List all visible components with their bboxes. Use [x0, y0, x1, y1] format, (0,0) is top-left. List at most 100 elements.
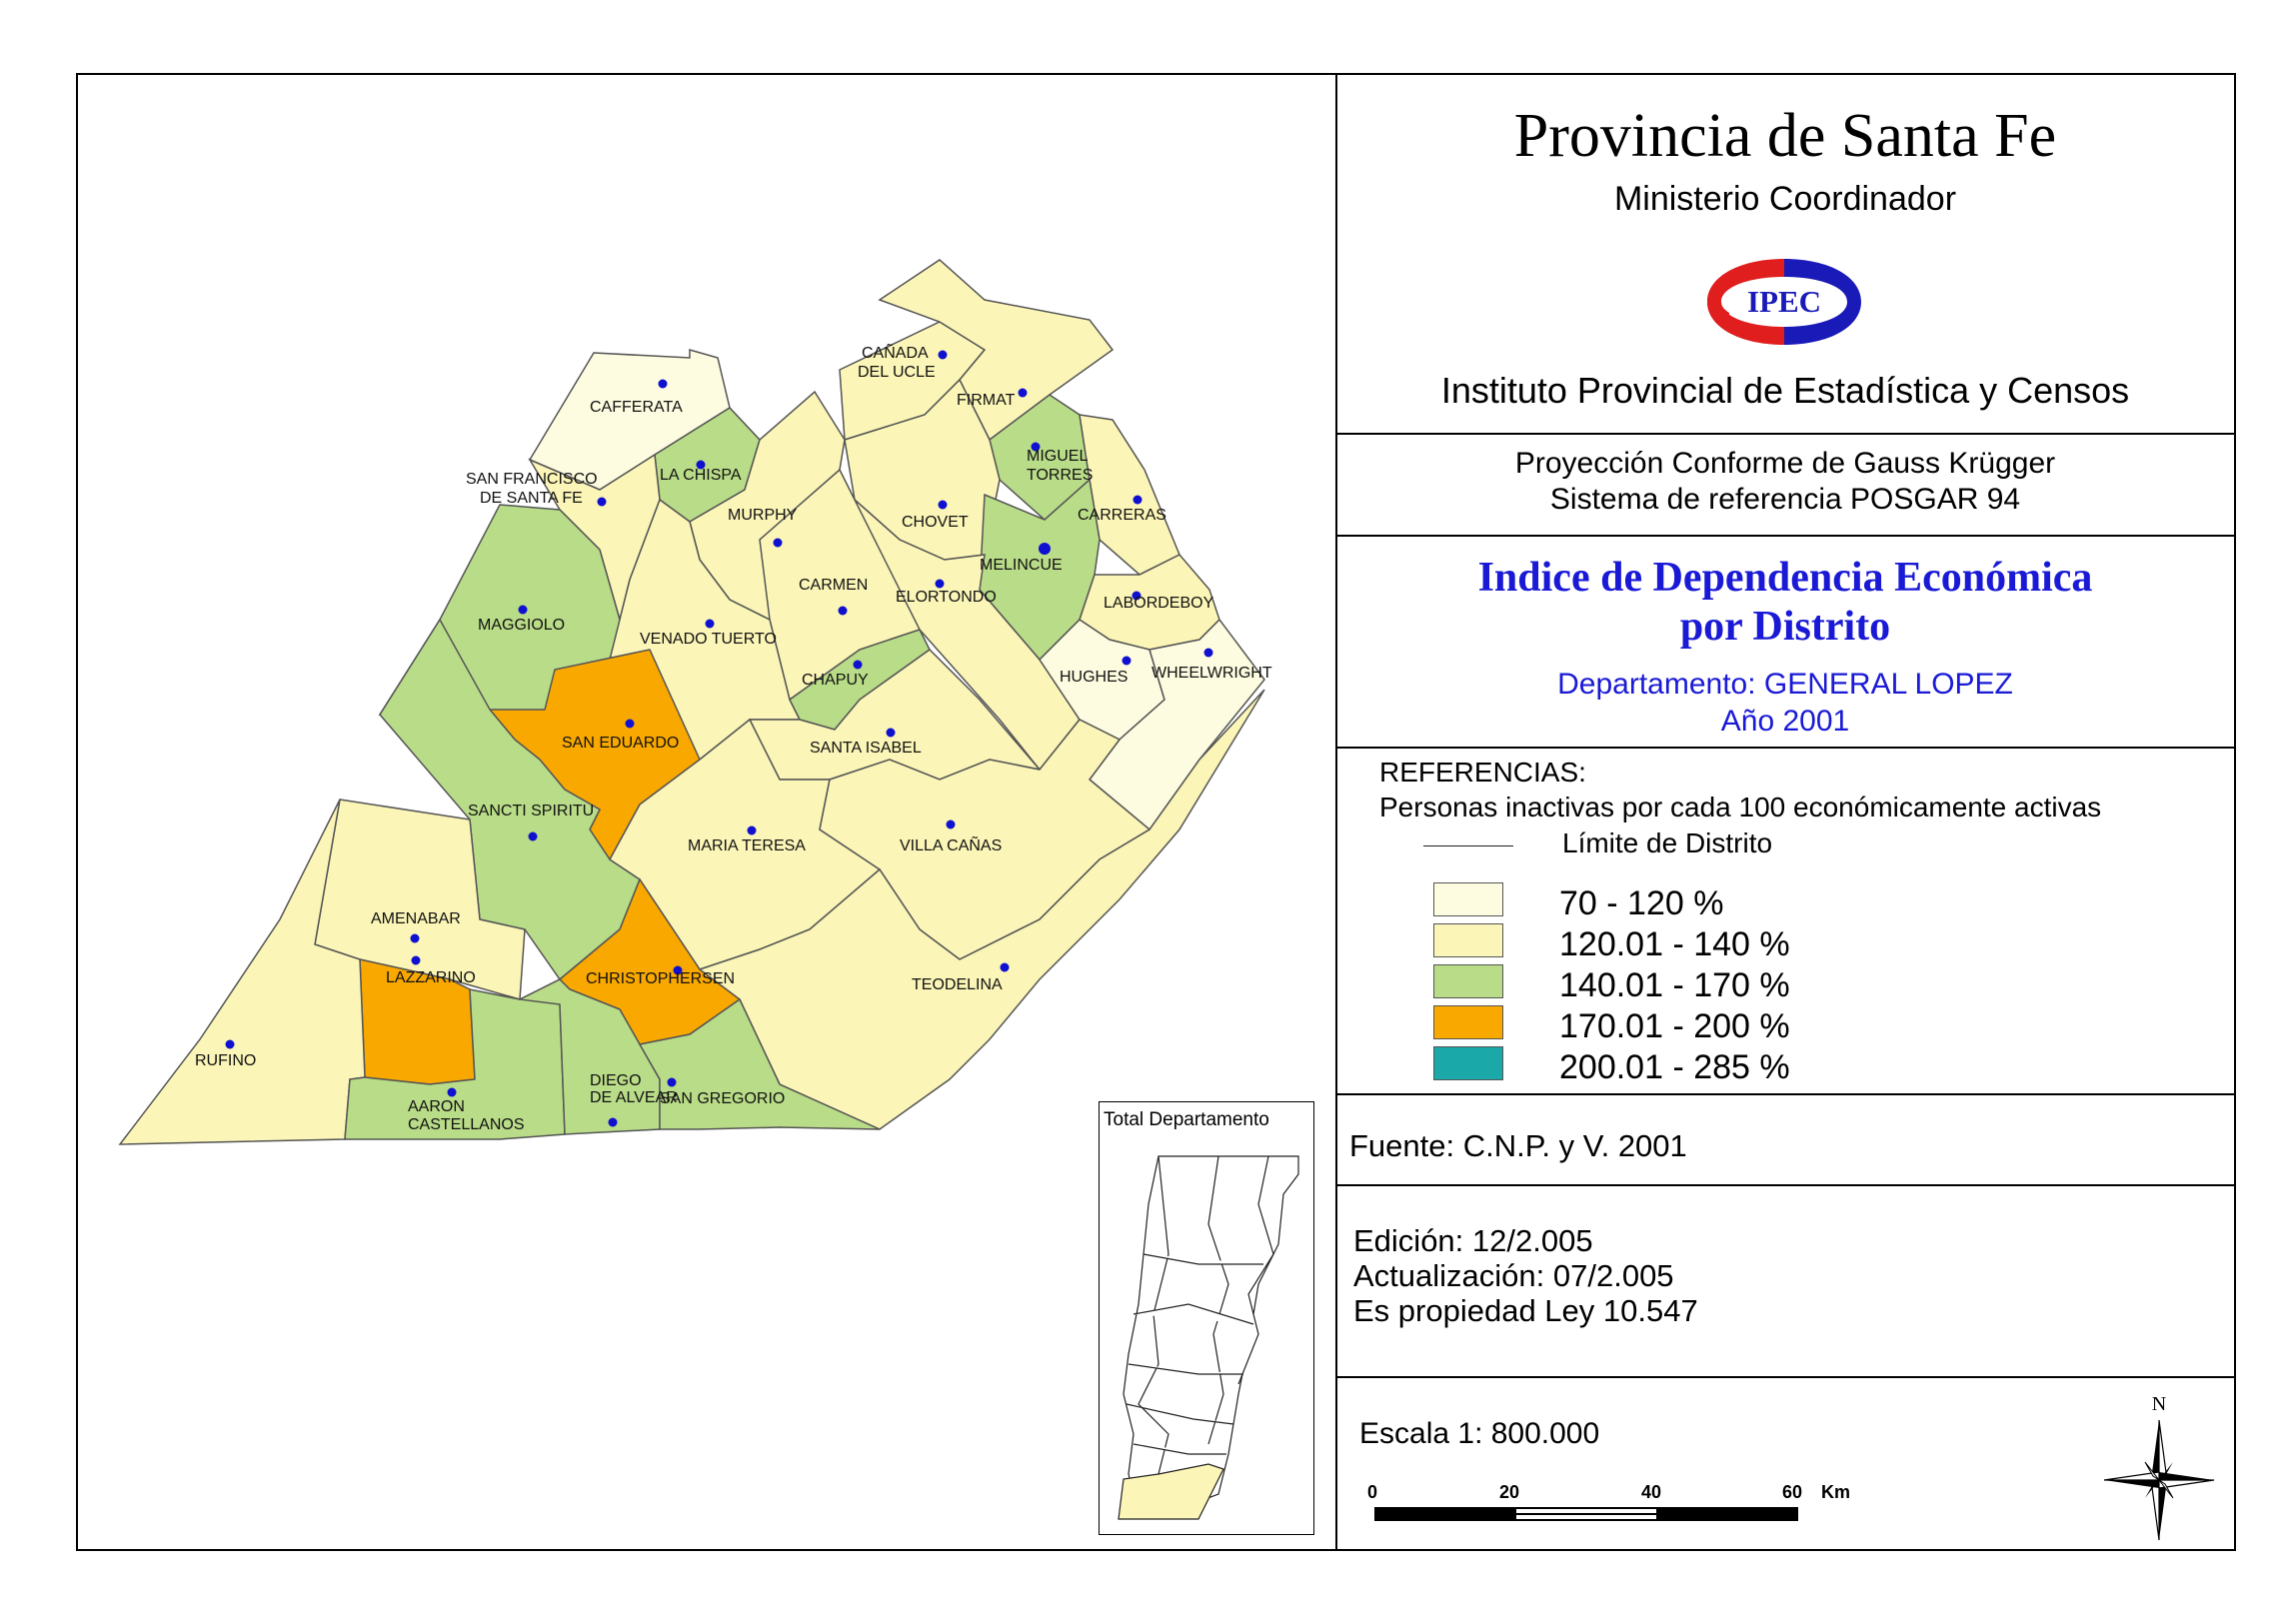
edition-date: Edición: 12/2.005 — [1353, 1223, 1593, 1258]
scale-tick-20: 20 — [1499, 1482, 1520, 1502]
district-label-san-gregorio: SAN GREGORIO — [660, 1090, 785, 1107]
legend-label-2: 120.01 - 140 % — [1559, 925, 1790, 963]
locality-dot-rufino — [225, 1039, 235, 1049]
boundary-legend-label: Límite de Distrito — [1562, 827, 1773, 858]
locality-dot-san-francisco-de-santa-fe — [597, 497, 607, 507]
district-label-cañada-del-ucle: DEL UCLE — [858, 364, 936, 381]
locality-dot-christophersen — [673, 965, 683, 975]
locality-dot-labordeboy — [1132, 591, 1142, 601]
district-label-san-eduardo: SAN EDUARDO — [562, 735, 679, 752]
legend-swatch-2 — [1433, 923, 1503, 957]
scale-bar — [1374, 1507, 1798, 1521]
district-label-labordeboy: LABORDEBOY — [1104, 595, 1214, 612]
locality-dot-firmat — [1018, 388, 1028, 398]
locality-dot-maria-teresa — [747, 825, 757, 835]
index-title-line-2: por Distrito — [1679, 604, 1891, 650]
district-label-cañada-del-ucle: CAÑADA — [862, 342, 929, 362]
legend-description: Personas inactivas por cada 100 económic… — [1379, 792, 2102, 822]
ministry-subtitle: Ministerio Coordinador — [1613, 180, 1957, 218]
section-divider — [1335, 433, 2234, 435]
district-label-miguel-torres: MIGUEL — [1027, 448, 1088, 465]
locality-dot-melincue — [1039, 543, 1051, 555]
inset-title: Total Departamento — [1104, 1109, 1269, 1130]
legend-swatch-1 — [1433, 882, 1503, 916]
legend-label-1: 70 - 120 % — [1559, 884, 1724, 922]
projection-line-1: Proyección Conforme de Gauss Krügger — [1514, 447, 2056, 480]
legend-label-5: 200.01 - 285 % — [1559, 1048, 1790, 1086]
locality-dot-elortondo — [935, 579, 945, 589]
inset-map-box — [1099, 1101, 1314, 1535]
locality-dot-maggiolo — [518, 605, 528, 615]
institute-name: Instituto Provincial de Estadística y Ce… — [1440, 370, 2130, 411]
section-divider — [1335, 535, 2234, 537]
logo-text: IPEC — [1747, 284, 1821, 319]
projection-line-2: Sistema de referencia POSGAR 94 — [1549, 483, 2021, 516]
source-label: Fuente: C.N.P. y V. 2001 — [1349, 1128, 1687, 1163]
legend-swatch-4 — [1433, 1005, 1503, 1039]
locality-dot-murphy — [773, 538, 783, 548]
locality-dot-carreras — [1133, 495, 1143, 505]
locality-dot-amenabar — [410, 933, 420, 943]
locality-dot-aaron-castellanos — [447, 1087, 457, 1097]
district-label-cafferata: CAFFERATA — [590, 399, 683, 416]
locality-dot-san-eduardo — [625, 719, 635, 729]
update-date: Actualización: 07/2.005 — [1353, 1258, 1674, 1293]
locality-dot-hughes — [1122, 656, 1132, 666]
locality-dot-wheelwright — [1203, 648, 1213, 658]
district-label-teodelina: TEODELINA — [912, 976, 1003, 993]
locality-dot-cafferata — [658, 379, 668, 389]
district-label-aaron-castellanos: CASTELLANOS — [408, 1116, 524, 1133]
district-label-murphy: MURPHY — [728, 507, 798, 524]
locality-dot-cañada-del-ucle — [938, 350, 948, 360]
section-divider — [1335, 747, 2234, 749]
scale-tick-0: 0 — [1367, 1482, 1378, 1502]
district-label-san-francisco-de-santa-fe: SAN FRANCISCO — [466, 471, 598, 488]
locality-dot-teodelina — [1000, 962, 1010, 972]
district-label-lazzarino: LAZZARINO — [386, 969, 476, 986]
map-title: Provincia de Santa Fe — [1513, 102, 2057, 170]
year-label: Año 2001 — [1720, 705, 1850, 738]
panel-divider — [1335, 73, 1337, 1551]
map-frame — [76, 73, 2236, 1551]
district-aaron-castellanos — [344, 977, 566, 1140]
north-label: N — [2152, 1393, 2166, 1415]
district-map: CAFFERATA LA CHISPA SAN FRANCISCO DE SANTA … — [118, 259, 1272, 1145]
locality-dot-lazzarino — [411, 955, 421, 965]
district-label-sancti-spiritu: SANCTI SPIRITU — [468, 803, 594, 819]
district-label-san-francisco-de-santa-fe: DE SANTA FE — [480, 490, 583, 507]
district-label-villa-cañas: VILLA CAÑAS — [900, 834, 1002, 854]
district-label-chovet: CHOVET — [902, 514, 969, 531]
locality-dot-venado-tuerto — [705, 619, 715, 629]
department-label: Departamento: GENERAL LOPEZ — [1557, 668, 2013, 701]
district-rufino — [118, 799, 366, 1145]
district-label-diego-de-alvear: DE ALVEAR — [590, 1089, 678, 1106]
legend-label-4: 170.01 - 200 % — [1559, 1007, 1790, 1045]
district-label-aaron-castellanos: AARON — [408, 1098, 465, 1115]
locality-dot-la-chispa — [696, 460, 706, 470]
scale-unit: Km — [1821, 1482, 1851, 1502]
locality-dot-chovet — [938, 500, 948, 510]
legend-swatch-3 — [1433, 964, 1503, 998]
index-title-line-1: Indice de Dependencia Económica — [1477, 555, 2093, 601]
district-label-santa-isabel: SANTA ISABEL — [810, 740, 922, 757]
ipec-logo: IPEC — [1707, 259, 1861, 345]
scale-tick-40: 40 — [1641, 1482, 1662, 1502]
locality-dot-sancti-spiritu — [528, 831, 538, 841]
inset-province-map — [1118, 1155, 1299, 1520]
scale-tick-60: 60 — [1782, 1482, 1803, 1502]
district-label-la-chispa: LA CHISPA — [660, 467, 742, 484]
district-label-firmat: FIRMAT — [957, 392, 1016, 409]
district-label-amenabar: AMENABAR — [371, 910, 461, 927]
district-label-venado-tuerto: VENADO TUERTO — [640, 631, 777, 648]
district-label-carmen: CARMEN — [799, 577, 868, 594]
district-label-rufino: RUFINO — [195, 1052, 256, 1069]
district-teodelina — [698, 689, 1265, 1130]
district-label-hughes: HUGHES — [1060, 669, 1128, 686]
district-label-christophersen: CHRISTOPHERSEN — [586, 970, 735, 987]
legend-title: REFERENCIAS: — [1379, 757, 1586, 788]
section-divider — [1335, 1184, 2234, 1186]
district-label-maggiolo: MAGGIOLO — [478, 617, 565, 634]
section-divider — [1335, 1093, 2234, 1095]
north-arrow-icon: N — [2103, 1393, 2215, 1541]
locality-dot-miguel-torres — [1031, 442, 1041, 452]
